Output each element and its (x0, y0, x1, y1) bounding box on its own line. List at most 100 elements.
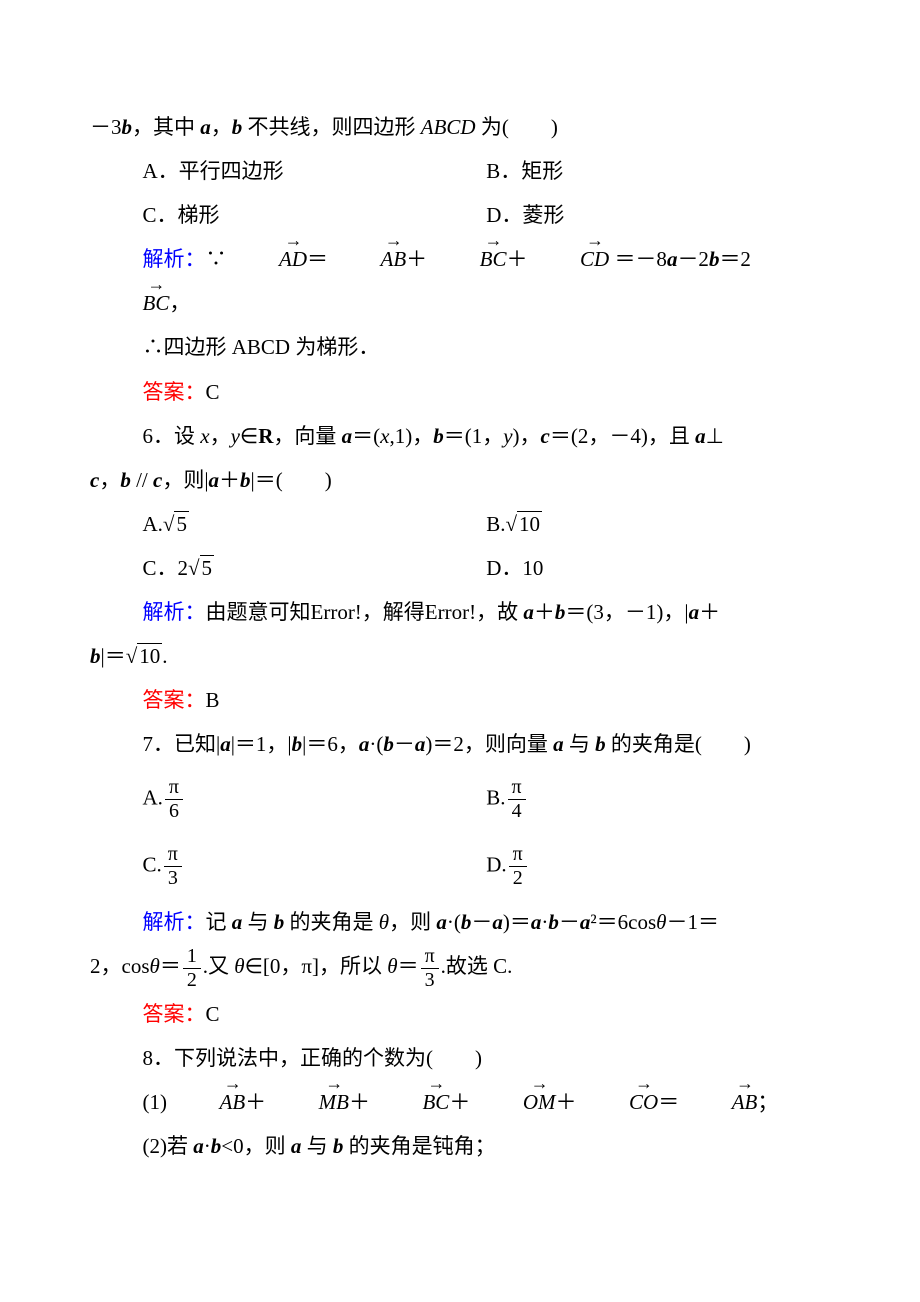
text: ，则| (162, 468, 208, 492)
numerator: π (509, 843, 527, 867)
vector-a: a (436, 910, 447, 934)
opt-label: D. (486, 853, 506, 877)
vector-a: a (359, 732, 370, 756)
vector-c: c (153, 468, 162, 492)
text: 与 (301, 1134, 333, 1158)
q8-item1: (1)AB＋MB＋BC＋OM＋CO＝AB； (90, 1080, 830, 1124)
sqrt: 10 (126, 634, 163, 678)
denominator: 6 (165, 800, 183, 823)
numerator: 1 (183, 945, 201, 969)
q7-solution-line2: 2，cosθ＝12.又 θ∈[0，π]，所以 θ＝π3.故选 C. (90, 944, 830, 992)
answer-value: C (206, 1002, 220, 1026)
answer-value: C (206, 380, 220, 404)
opt-label: C．2 (143, 556, 189, 580)
text: |＝ (101, 644, 126, 668)
q6-answer: 答案：B (90, 678, 830, 722)
vector-BC: BC (427, 237, 506, 281)
vector-b: b (120, 468, 131, 492)
plus: ＋ (449, 1090, 470, 1114)
eq: ＝ (658, 1090, 679, 1114)
text: ，则 (389, 910, 436, 934)
text: ∈[0，π]，所以 (245, 954, 388, 978)
text: ， (99, 468, 120, 492)
sqrt-val: 5 (174, 511, 189, 536)
text: ＝(3，－1)，| (565, 600, 688, 624)
text: 2，cos (90, 954, 150, 978)
text: ＝(1， (444, 424, 504, 448)
vector-b: b (709, 247, 720, 271)
vector-c: c (541, 424, 550, 448)
sqrt-val: 5 (200, 555, 215, 580)
vector-b: b (383, 732, 394, 756)
text: ＋ (534, 600, 555, 624)
text: ∈ (240, 424, 258, 448)
vector-a: a (200, 115, 211, 139)
vector-b: b (461, 910, 472, 934)
text: ＋ (699, 600, 720, 624)
answer-label: 答案： (143, 688, 206, 712)
opt-label: A. (143, 512, 163, 536)
text: 的夹角是钝角； (343, 1134, 495, 1158)
vector-b: b (333, 1134, 344, 1158)
vector-AD: AD (227, 237, 308, 281)
text: <0，则 (221, 1134, 291, 1158)
text: .又 (203, 954, 235, 978)
q5-solution-line2: ∴四边形 ABCD 为梯形． (90, 325, 830, 369)
text: ·( (447, 910, 461, 934)
text: ＋ (219, 468, 240, 492)
var-y: y (503, 424, 512, 448)
vector-AB: AB (167, 1080, 245, 1124)
opt-label: C. (143, 853, 162, 877)
text: 与 (564, 732, 596, 756)
answer-label: 答案： (143, 380, 206, 404)
text: －2 (677, 247, 709, 271)
q6-solution-line2: b|＝10. (90, 634, 830, 678)
var-y: y (231, 424, 240, 448)
perp-symbol: ⊥ (706, 424, 724, 448)
vector-a: a (220, 732, 231, 756)
text: 不共线，则四边形 (242, 115, 421, 139)
dot: · (204, 1134, 211, 1158)
fraction: π3 (164, 843, 182, 890)
vector-b: b (555, 600, 566, 624)
plus: ＋ (349, 1090, 370, 1114)
vector-b: b (122, 115, 133, 139)
text: － (471, 910, 492, 934)
theta: θ (234, 954, 244, 978)
text: － (559, 910, 580, 934)
q5-solution: 解析：∵AD＝AB＋BC＋CD ＝－8a－2b＝2BC， (90, 237, 830, 325)
denominator: 3 (421, 969, 439, 992)
vector-b: b (595, 732, 606, 756)
vector-a: a (523, 600, 534, 624)
shape-name: ABCD (421, 115, 476, 139)
text: ＝ (398, 954, 419, 978)
vector-a: a (193, 1134, 204, 1158)
q8-item2: (2)若 a·b<0，则 a 与 b 的夹角是钝角； (90, 1124, 830, 1168)
text: ．设 (153, 424, 200, 448)
text: 的夹角是 (284, 910, 379, 934)
text: －1＝ (666, 910, 719, 934)
text: . (162, 644, 167, 668)
solution-label: 解析： (143, 910, 206, 934)
numerator: π (164, 843, 182, 867)
vector-a: a (415, 732, 426, 756)
option-c: C.π3 (143, 833, 487, 900)
q7-options: A.π6 B.π4 C.π3 D.π2 (143, 766, 831, 900)
option-b: B.π4 (486, 766, 830, 833)
vector-a: a (492, 910, 503, 934)
qnum: 7 (143, 732, 154, 756)
sqrt: 10 (506, 502, 543, 546)
option-b: B．矩形 (486, 149, 830, 193)
vector-b: b (90, 644, 101, 668)
q7-answer: 答案：C (90, 992, 830, 1036)
numerator: π (165, 776, 183, 800)
vector-c: c (90, 468, 99, 492)
vector-BC: BC (370, 1080, 449, 1124)
vector-b: b (274, 910, 285, 934)
q6-solution: 解析：由题意可知Error!，解得Error!，故 a＋b＝(3，－1)，|a＋ (90, 590, 830, 634)
option-a: A.π6 (143, 766, 487, 833)
qnum: 6 (143, 424, 154, 448)
vector-CD: CD (528, 237, 610, 281)
sqrt: 5 (188, 546, 214, 590)
vector-AB: AB (679, 1080, 757, 1124)
